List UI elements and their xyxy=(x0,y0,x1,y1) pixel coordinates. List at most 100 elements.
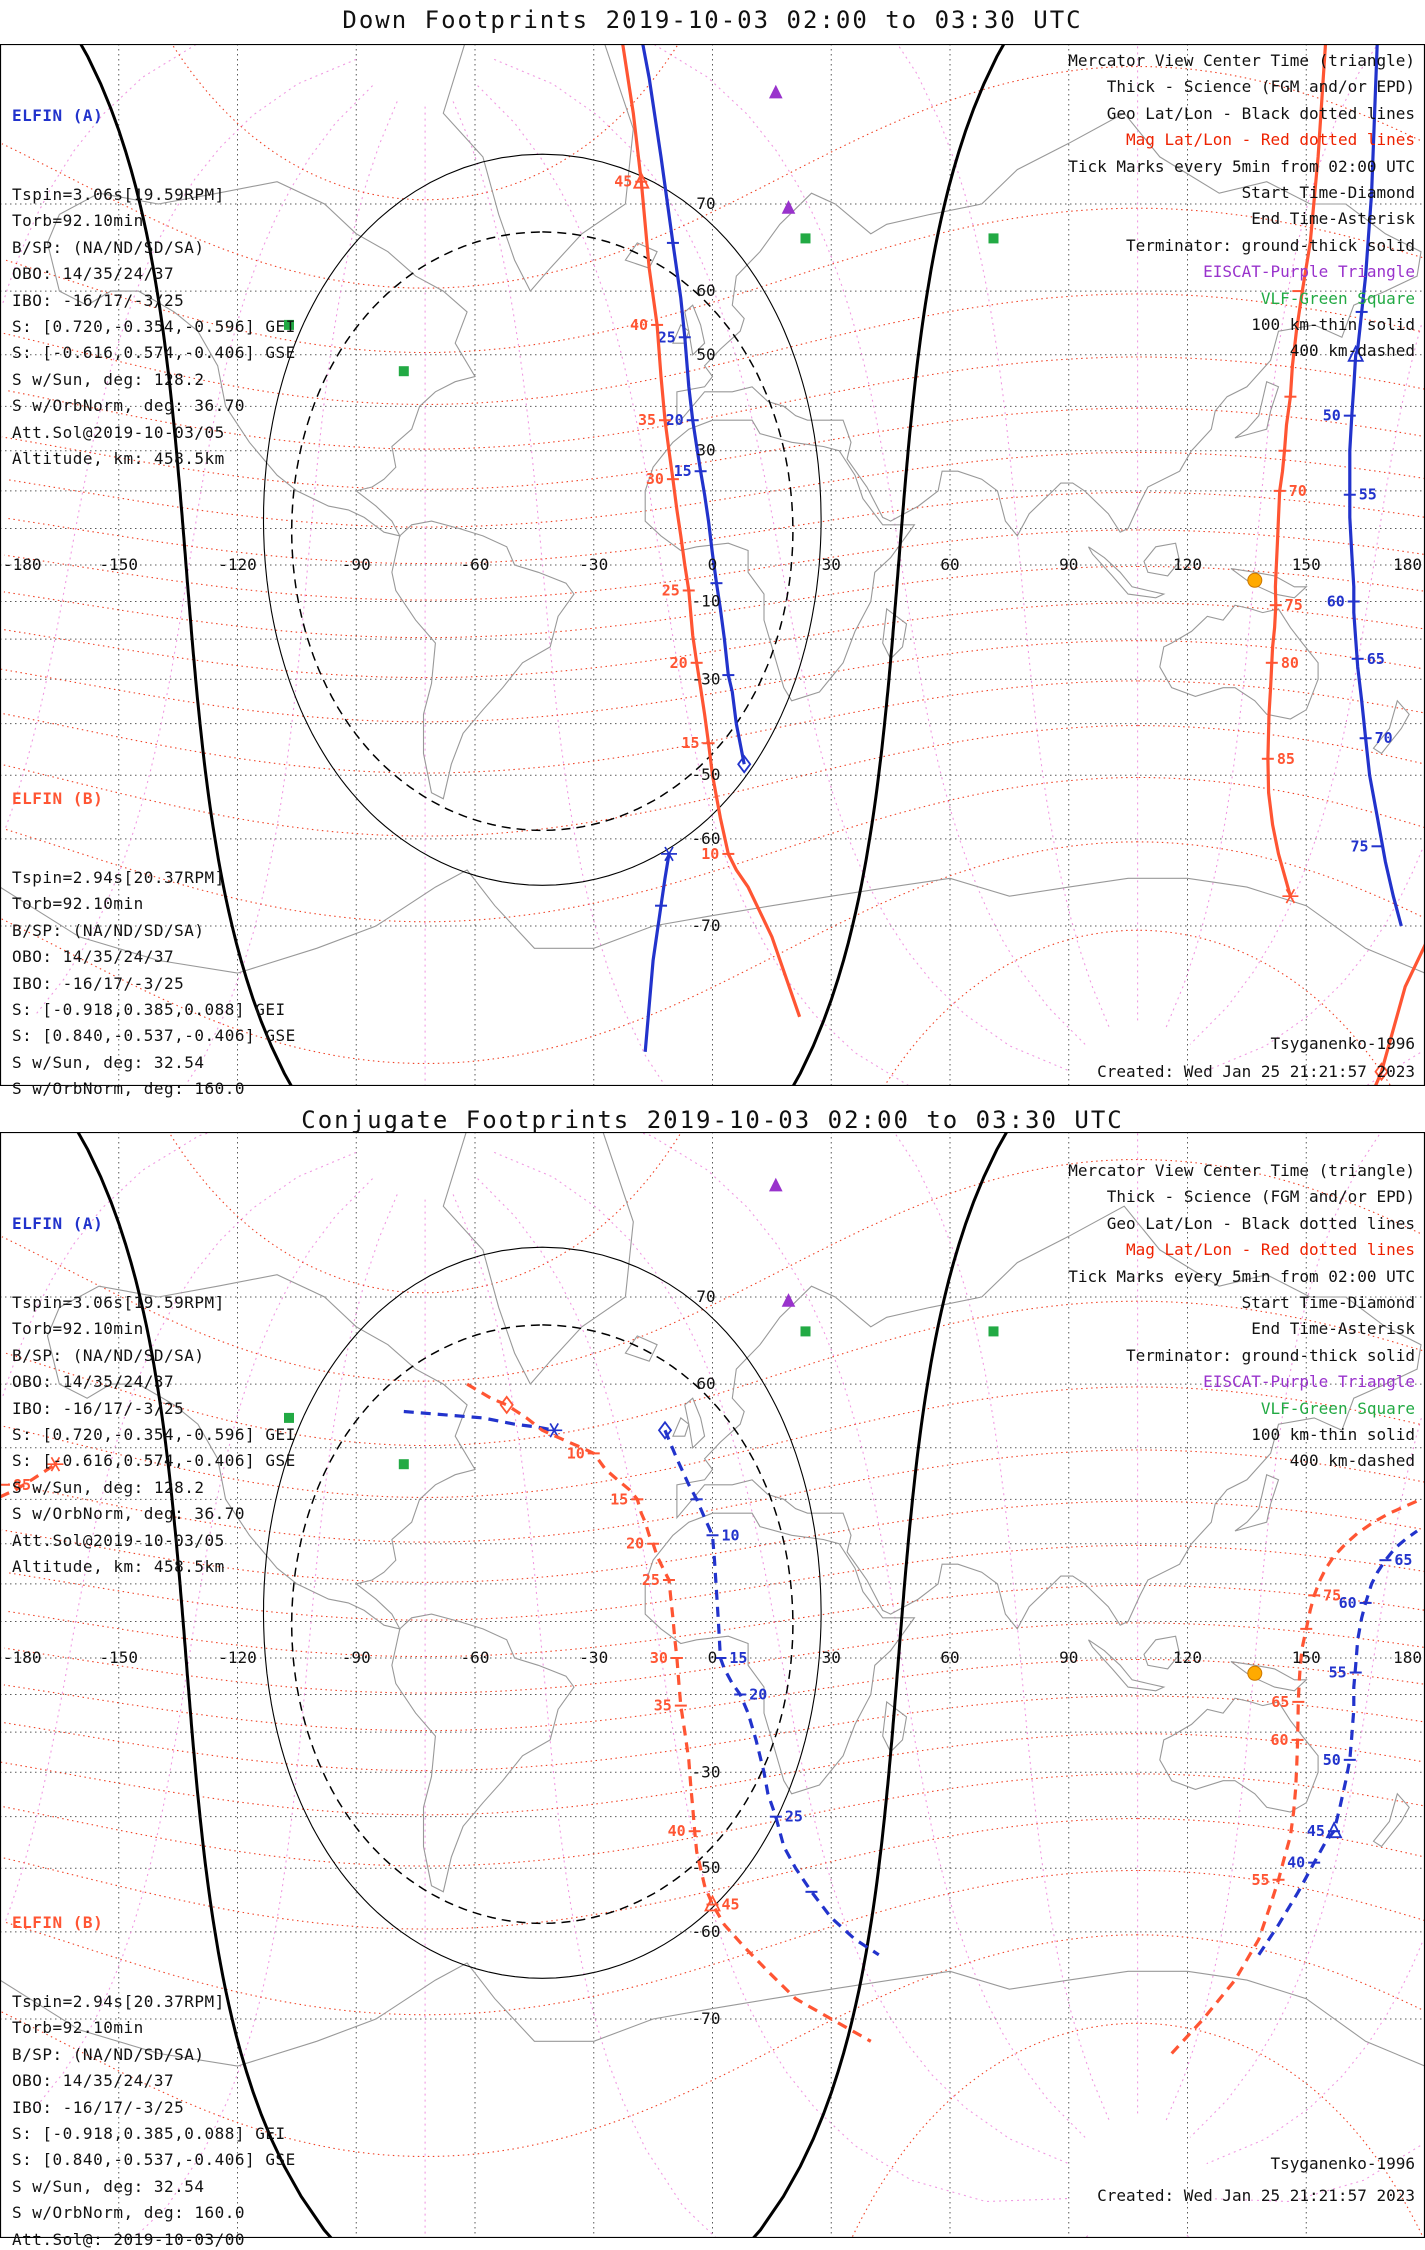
track-line xyxy=(663,1429,880,1957)
info-line: IBO: -16/17/-3/25 xyxy=(12,290,185,310)
vlf-station-icon xyxy=(398,1459,409,1470)
lat-label: 30 xyxy=(696,441,715,460)
info-line: B/SP: (NA/ND/SD/SA) xyxy=(12,1345,205,1365)
start-diamond-icon xyxy=(657,1420,673,1440)
track-line xyxy=(643,853,671,1052)
legend-line: VLF-Green Square xyxy=(1260,1398,1415,1418)
info-line: Tspin=2.94s[20.37RPM] xyxy=(12,868,225,888)
center-time-triangle-icon xyxy=(704,1894,721,1912)
legend-line: End Time-Asterisk xyxy=(1251,1319,1415,1339)
coastlines xyxy=(0,1132,1425,2067)
lon-label: 60 xyxy=(940,555,959,574)
vlf-station-icon xyxy=(398,366,409,377)
lat-label: -70 xyxy=(692,916,721,935)
legend-line: Terminator: ground-thick solid xyxy=(1126,1345,1415,1365)
tick-minute-label: 40 xyxy=(630,316,648,334)
tick-minute-label: 45 xyxy=(722,1895,740,1913)
lat-label: 50 xyxy=(696,345,715,364)
vlf-station-icon xyxy=(284,1412,294,1423)
legend: Mercator View Center Time (triangle) Thic… xyxy=(1068,1158,1415,1475)
tick-minute-label: 60 xyxy=(1270,1731,1288,1749)
lat-label: -60 xyxy=(692,829,721,848)
lon-label: -30 xyxy=(579,555,608,574)
tick-minute-label: 75 xyxy=(1323,1586,1341,1604)
tick-minute-label: 55 xyxy=(1251,1871,1269,1889)
legend-line: Start Time-Diamond xyxy=(1241,1293,1415,1313)
lon-label: -150 xyxy=(99,555,138,574)
lat-label: 70 xyxy=(696,194,715,213)
center-time-triangle-icon xyxy=(1347,344,1365,362)
panel-conjugate-footprints: Conjugate Footprints 2019-10-03 02:00 to… xyxy=(0,1100,1425,2250)
start-diamond-icon xyxy=(499,1395,514,1415)
conjugate-footprints-map: 1015202540455055606510152025303540455560… xyxy=(0,1132,1425,2238)
tick-minute-label: 45 xyxy=(614,173,632,191)
terminator-ground xyxy=(78,44,1006,1086)
tick-minute-label: 25 xyxy=(642,1571,660,1589)
info-line: OBO: 14/35/24/37 xyxy=(12,1372,175,1392)
lat-label: 70 xyxy=(696,1287,715,1306)
info-line: IBO: -16/17/-3/25 xyxy=(12,1398,185,1418)
track-line xyxy=(621,44,802,1018)
info-line: S: [-0.616,0.574,-0.406] GSE xyxy=(12,1451,296,1471)
info-line: S: [-0.918,0.385,0.088] GEI xyxy=(12,1000,286,1020)
axis-labels: -180 -150 -120 -90 -60 -30 0 30 60 90 120 150 180 70 6… xyxy=(3,194,1422,935)
vlf-station-icon xyxy=(988,1326,999,1337)
tick-minute-label: 65 xyxy=(1367,650,1385,668)
created-timestamp: Created: Wed Jan 25 21:21:57 2023 xyxy=(1097,1062,1415,1081)
info-line: IBO: -16/17/-3/25 xyxy=(12,973,185,993)
lon-label: -150 xyxy=(99,1648,138,1667)
legend-line: EISCAT-Purple Triangle xyxy=(1203,1372,1415,1392)
legend-line: Mercator View Center Time (triangle) xyxy=(1068,1161,1415,1180)
tick-minute-label: 55 xyxy=(1359,486,1377,504)
stations xyxy=(284,84,999,377)
lon-label: 0 xyxy=(708,555,718,574)
lon-label: 30 xyxy=(822,1648,841,1667)
info-line: OBO: 14/35/24/37 xyxy=(12,264,175,284)
legend-line: Thick - Science (FGM and/or EPD) xyxy=(1106,1187,1415,1207)
track-line xyxy=(1373,941,1425,1086)
track-line xyxy=(0,1462,57,1499)
mag-lat-grid xyxy=(0,1132,1425,2238)
vlf-station-icon xyxy=(988,233,999,244)
elfin-a-lines: Tspin=3.06s[19.59RPM] Torb=92.10min B/SP: … xyxy=(12,1290,296,1580)
lat-label: -70 xyxy=(692,2009,721,2028)
end-asterisk-icon xyxy=(546,1422,563,1438)
legend-line: 100 km-thin solid xyxy=(1251,1425,1415,1445)
info-line: Torb=92.10min xyxy=(12,1319,144,1339)
lat-label: -10 xyxy=(692,591,721,610)
tick-minute-label: 10 xyxy=(567,1444,585,1462)
info-line: OBO: 14/35/24/37 xyxy=(12,947,175,967)
tick-minute-label: 80 xyxy=(1281,654,1299,672)
legend-line: Mag Lat/Lon - Red dotted lines xyxy=(1126,130,1415,150)
tick-minute-label: 45 xyxy=(1307,1822,1325,1840)
tick-minute-label: 75 xyxy=(1350,837,1368,855)
info-line: OBO: 14/35/24/37 xyxy=(12,2071,175,2091)
lat-label: -30 xyxy=(692,1762,721,1781)
legend-line: Mercator View Center Time (triangle) xyxy=(1068,51,1415,70)
legend-line: 400 km-dashed xyxy=(1289,1451,1415,1471)
terminator xyxy=(78,44,1006,1086)
lon-label: -180 xyxy=(3,555,42,574)
tick-minute-label: 15 xyxy=(610,1490,628,1508)
info-line: Altitude, km: 458.5km xyxy=(12,1557,225,1577)
info-line: Tspin=3.06s[19.59RPM] xyxy=(12,1293,225,1313)
track-line xyxy=(641,44,746,765)
end-asterisk-icon xyxy=(47,1456,64,1472)
tick-minute-label: 50 xyxy=(1323,1751,1341,1769)
info-line: S: [0.720,-0.354,-0.596] GEI xyxy=(12,1425,296,1445)
lon-label: -90 xyxy=(342,555,371,574)
info-line: Altitude, km: 458.5km xyxy=(12,449,225,469)
tick-minute-label: 60 xyxy=(1339,1594,1357,1612)
lon-label: -120 xyxy=(218,555,257,574)
model-label: Tsyganenko-1996 xyxy=(1270,1034,1416,1053)
end-asterisk-icon xyxy=(1282,888,1299,904)
start-diamond-icon xyxy=(1374,1062,1389,1082)
info-line: S w/OrbNorm, deg: 160.0 xyxy=(12,2203,246,2223)
lon-label: 150 xyxy=(1292,1648,1321,1667)
tick-minute-label: 30 xyxy=(650,1649,668,1667)
lat-label: -50 xyxy=(692,1858,721,1877)
track-line xyxy=(1170,1497,1422,2055)
tick-minute-label: 70 xyxy=(1375,729,1393,747)
info-line: B/SP: (NA/ND/SD/SA) xyxy=(12,237,205,257)
